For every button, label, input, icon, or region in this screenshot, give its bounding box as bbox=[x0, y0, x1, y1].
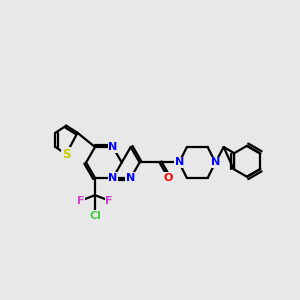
Text: Cl: Cl bbox=[89, 211, 101, 221]
Text: N: N bbox=[175, 158, 184, 167]
Text: N: N bbox=[108, 142, 118, 152]
Text: S: S bbox=[62, 148, 70, 161]
Text: F: F bbox=[105, 196, 113, 206]
Text: N: N bbox=[211, 158, 220, 167]
Text: F: F bbox=[77, 196, 85, 206]
Text: N: N bbox=[108, 173, 118, 183]
Text: O: O bbox=[164, 173, 173, 183]
Text: N: N bbox=[126, 173, 135, 183]
